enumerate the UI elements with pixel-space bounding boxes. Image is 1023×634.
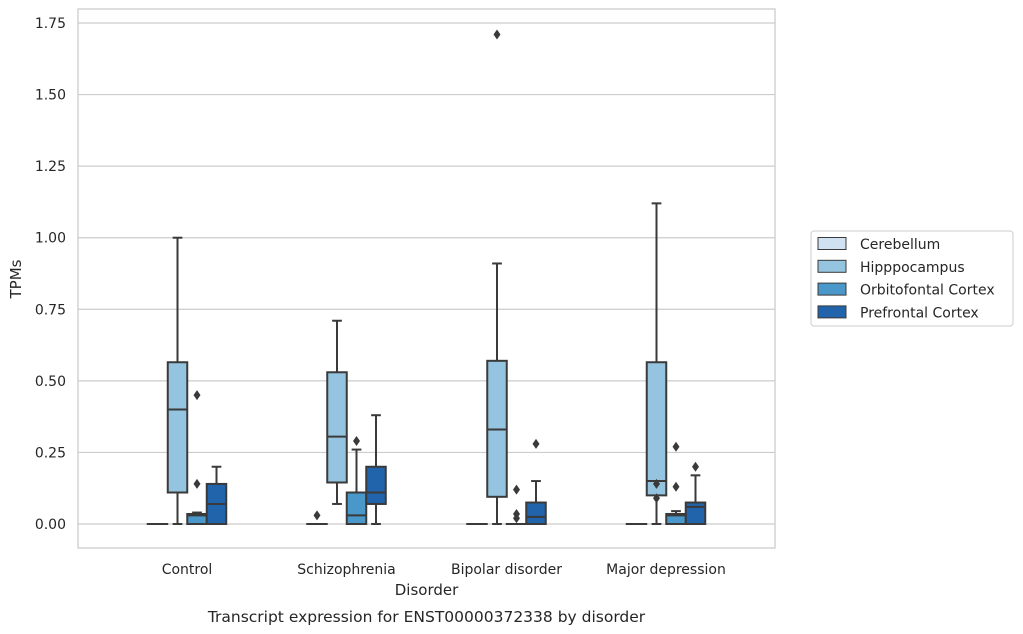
legend-swatch (817, 282, 847, 296)
box-body (365, 465, 387, 505)
figure-caption: Transcript expression for ENST0000037233… (207, 608, 646, 626)
x-tick-label: Bipolar disorder (451, 562, 562, 578)
box-group (486, 29, 508, 525)
box-group (365, 414, 387, 525)
y-tick-labels: 0.00 0.25 0.50 0.75 1.00 1.25 1.50 1.75 (35, 16, 66, 533)
box-group (665, 441, 687, 525)
legend-frame (810, 230, 1014, 327)
legend-label: Orbitofontal Cortex (860, 283, 995, 299)
y-tick-label: 1.75 (35, 16, 66, 32)
legend-label: Cerebellum (860, 237, 940, 253)
x-tick-label: Major depression (606, 562, 726, 578)
outlier-point (493, 29, 501, 40)
legend-label: Prefrontal Cortex (860, 305, 979, 321)
x-tick-labels: Control Schizophrenia Bipolar disorder Majo… (162, 562, 726, 578)
outlier-point (653, 493, 660, 504)
box-group (166, 236, 189, 525)
box-group (326, 319, 348, 505)
y-tick-label: 0.25 (35, 445, 66, 461)
outlier-point (692, 461, 699, 472)
outlier-point (353, 435, 360, 446)
box-group (345, 435, 368, 526)
outlier-point (672, 481, 680, 492)
box-body (345, 491, 368, 526)
box-group (505, 484, 528, 526)
box-group (525, 438, 547, 525)
outlier-point (513, 484, 520, 495)
box-group (186, 390, 208, 525)
box-group (205, 465, 228, 526)
outlier-point (513, 508, 520, 519)
boxes (146, 29, 707, 526)
box-body (645, 361, 668, 497)
legend-swatch (817, 237, 847, 250)
outlier-point (193, 390, 201, 401)
legend-label: Hipppocampus (860, 260, 965, 276)
y-tick-label: 1.00 (35, 231, 66, 247)
box-body (684, 501, 707, 525)
box-body (525, 501, 547, 525)
legend: Cerebellum Hipppocampus Orbitofontal Corte… (810, 230, 1014, 327)
legend-swatch (817, 259, 847, 273)
box-body (326, 371, 348, 484)
x-tick-label: Control (162, 562, 213, 578)
y-tick-label: 1.50 (35, 88, 66, 104)
y-tick-label: 0.00 (35, 517, 66, 533)
outlier-point (313, 510, 321, 521)
outlier-point (532, 438, 540, 449)
outlier-point (653, 478, 660, 489)
box-group (306, 510, 328, 526)
grid-lines (78, 22, 775, 525)
legend-swatch (817, 305, 847, 319)
box-body (166, 361, 189, 494)
y-tick-label: 1.25 (35, 159, 66, 175)
x-tick-label: Schizophrenia (297, 562, 395, 578)
box-group (645, 202, 668, 525)
outlier-point (193, 478, 201, 489)
plot-area-frame (77, 8, 776, 549)
box-group (684, 461, 707, 525)
outlier-point (672, 441, 680, 452)
y-tick-label: 0.50 (35, 374, 66, 390)
x-axis-label: Disorder (395, 581, 459, 599)
y-axis-label: TPMs (7, 259, 25, 299)
y-tick-label: 0.75 (35, 302, 66, 318)
